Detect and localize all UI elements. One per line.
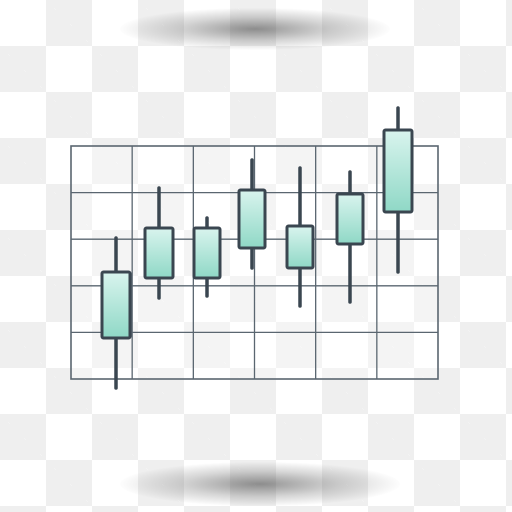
candle-body <box>285 224 315 270</box>
candle <box>335 170 365 304</box>
candle-body <box>100 270 132 340</box>
candle-body <box>143 226 175 280</box>
candle <box>382 106 414 274</box>
chart-grid <box>70 145 439 380</box>
candle-body <box>382 128 414 214</box>
candle <box>192 216 222 298</box>
candle-body <box>237 188 267 250</box>
candle-body <box>335 192 365 246</box>
candle <box>237 158 267 270</box>
candle <box>285 166 315 308</box>
candle-body <box>192 226 222 280</box>
candles <box>100 106 414 390</box>
candle <box>143 186 175 300</box>
candle <box>100 236 132 390</box>
top-shadow <box>120 8 390 50</box>
bottom-shadow <box>120 462 400 506</box>
